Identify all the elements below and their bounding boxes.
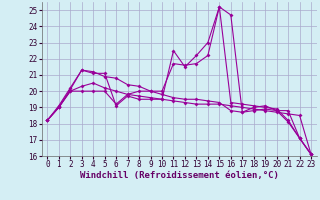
X-axis label: Windchill (Refroidissement éolien,°C): Windchill (Refroidissement éolien,°C): [80, 171, 279, 180]
